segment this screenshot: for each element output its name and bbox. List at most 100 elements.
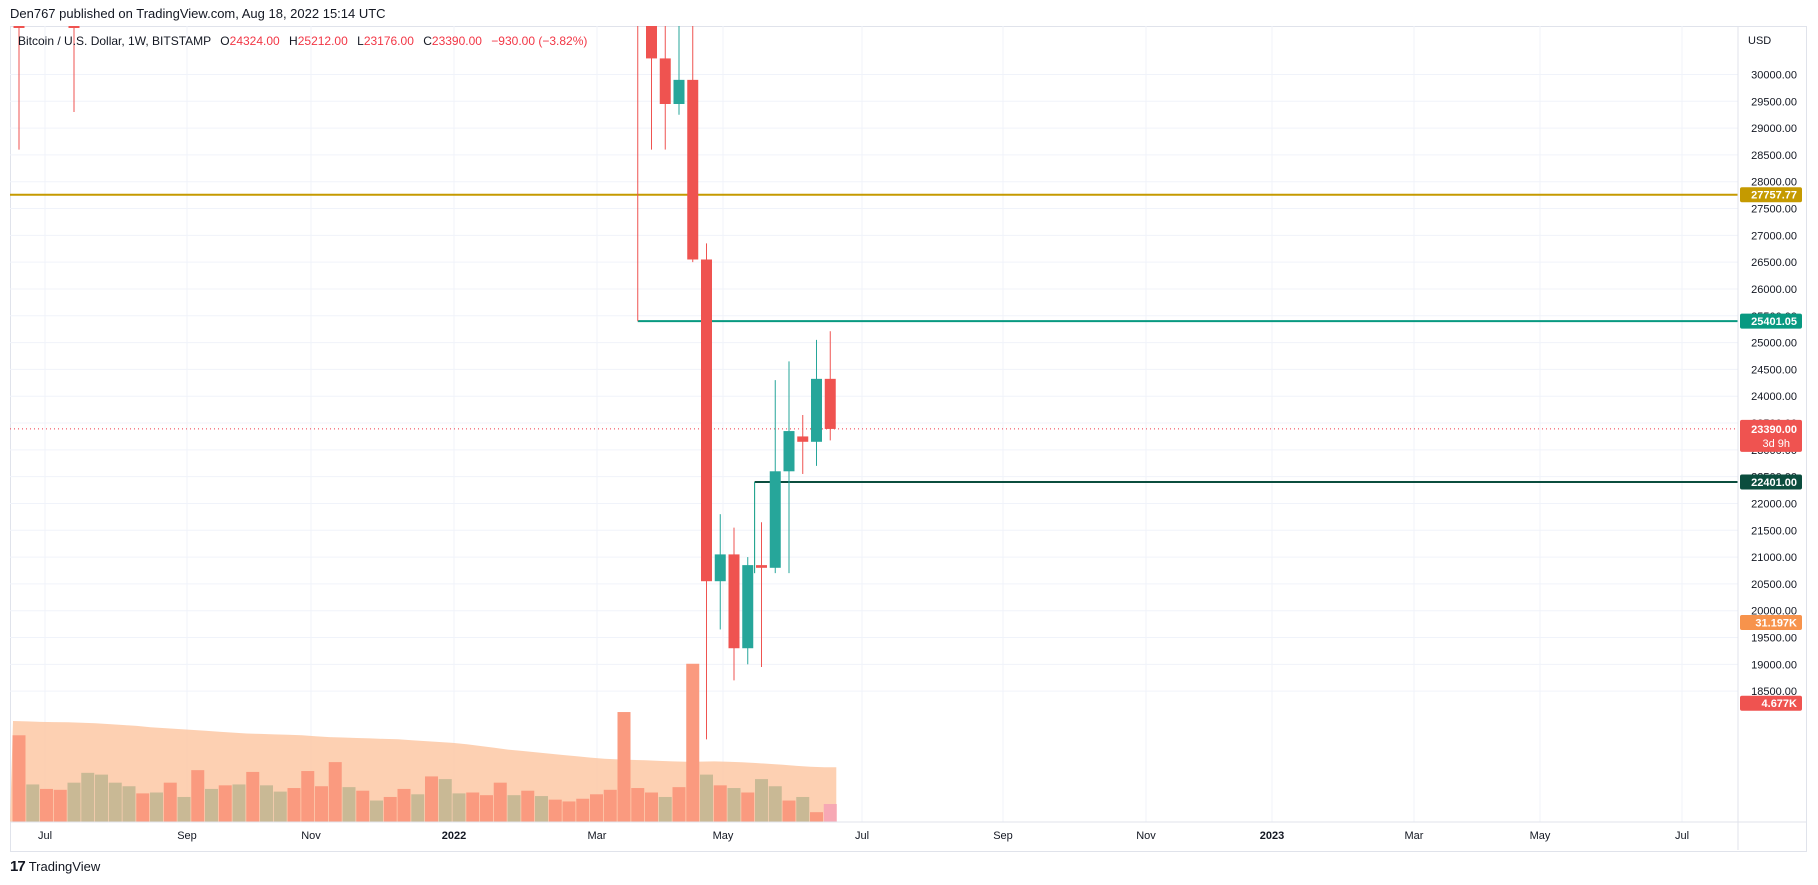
volume-bar [397, 788, 411, 822]
time-tick-label: Nov [1136, 830, 1156, 842]
volume-bar [658, 796, 672, 822]
symbol-label: Bitcoin / U.S. Dollar, 1W, BITSTAMP [18, 34, 211, 48]
candle-body [728, 554, 740, 649]
price-tick-label: 20000.00 [1751, 606, 1797, 618]
volume-ma-badge-bg [1740, 614, 1802, 630]
volume-bars [12, 663, 837, 822]
price-tick-label: 20500.00 [1751, 579, 1797, 591]
open-label: O [220, 34, 230, 48]
price-tick-label: 28000.00 [1751, 177, 1797, 189]
volume-bar [356, 790, 370, 822]
volume-bar [81, 772, 95, 822]
volume-bar [411, 794, 425, 822]
volume-bar [438, 779, 452, 822]
last-price-badge-bg [1740, 419, 1802, 452]
volume-bar [301, 771, 315, 822]
volume-ma-badge: 31.197K [1755, 617, 1797, 629]
candle-body [824, 378, 836, 429]
volume-bar [466, 792, 480, 822]
volume-bar [342, 787, 356, 822]
price-tick-label: 21000.00 [1751, 552, 1797, 564]
candle-body [646, 26, 657, 59]
price-tick-label: 30000.00 [1751, 70, 1797, 82]
price-tick-label: 29500.00 [1751, 96, 1797, 108]
price-badges: 27757.77 25401.05 22401.00 23390.00 3d 9h 31.… [1740, 187, 1802, 711]
volume-bar [507, 795, 521, 822]
volume-bar [727, 788, 741, 822]
volume-bar [218, 785, 232, 822]
price-tick-label: 26500.00 [1751, 257, 1797, 269]
candle-body [742, 565, 754, 649]
time-tick-label: May [713, 830, 734, 842]
price-tick-label: 26000.00 [1751, 284, 1797, 296]
volume-bar [122, 786, 136, 822]
chart-frame[interactable] [10, 26, 1807, 852]
volume-bar [590, 794, 603, 822]
volume-bar [163, 782, 177, 822]
time-tick-label: Jul [855, 830, 869, 842]
volume-badge-bg [1740, 695, 1802, 711]
time-axis[interactable]: Jul Sep Nov 2022 Mar May Jul Sep Nov 2023 Mar May Ju… [10, 821, 1807, 842]
volume-bar [246, 771, 260, 822]
candle-body [687, 79, 699, 260]
volume-bar [150, 792, 163, 822]
price-tick-label: 18500.00 [1751, 686, 1797, 698]
price-tick-label: 25000.00 [1751, 338, 1797, 350]
candle-body [659, 58, 671, 104]
candle-body [701, 259, 712, 582]
time-tick-label: Mar [1405, 830, 1424, 842]
change-value: −930.00 (−3.82%) [491, 34, 588, 48]
level-badge: 25401.05 [1751, 316, 1797, 328]
volume-bar [768, 786, 782, 822]
volume-bar [810, 812, 823, 822]
price-tick-label: 28500.00 [1751, 150, 1797, 162]
volume-bar [315, 786, 328, 822]
volume-bar [108, 782, 122, 822]
volume-bar [755, 779, 768, 822]
low-value: 23176.00 [363, 34, 414, 48]
volume-bar [631, 788, 645, 822]
volume-bar [232, 784, 246, 822]
volume-bar [26, 784, 40, 822]
last-price-badge: 23390.00 [1751, 424, 1797, 436]
volume-bar [95, 774, 108, 822]
candlestick-series[interactable] [13, 26, 836, 740]
volume-bar [741, 792, 755, 822]
price-tick-label: 24000.00 [1751, 391, 1797, 403]
volume-bar [67, 782, 81, 822]
level-badge-bg [1740, 313, 1802, 329]
volume-bar [686, 663, 700, 822]
volume-bar [328, 762, 342, 822]
time-tick-label: Jul [38, 830, 52, 842]
volume-bar [53, 789, 67, 822]
footer-brand[interactable]: 17 TradingView [10, 858, 100, 875]
time-tick-label: Sep [177, 830, 197, 842]
tradingview-logo-icon: 17 [10, 858, 26, 875]
candle-body [811, 378, 822, 442]
candle-body [783, 431, 795, 472]
price-tick-label: 22000.00 [1751, 498, 1797, 510]
price-tick-label: 27000.00 [1751, 230, 1797, 242]
candle-body [756, 565, 767, 568]
countdown-label: 3d 9h [1762, 438, 1790, 450]
level-badge: 22401.00 [1751, 477, 1797, 489]
close-value: 23390.00 [431, 34, 482, 48]
price-tick-label: 19500.00 [1751, 633, 1797, 645]
volume-bar [700, 774, 713, 822]
volume-bar [796, 796, 810, 822]
price-tick-label: 27500.00 [1751, 204, 1797, 216]
currency-label: USD [1748, 35, 1771, 47]
time-tick-label: Jul [1675, 830, 1689, 842]
volume-bar [548, 799, 562, 822]
candle-body [714, 554, 726, 582]
horizontal-levels[interactable] [10, 26, 1738, 574]
volume-bar [603, 789, 617, 822]
time-tick-label: May [1530, 830, 1551, 842]
volume-bar [273, 791, 287, 822]
candle-body [769, 471, 781, 568]
low-label: L [357, 34, 364, 48]
volume-bar [370, 800, 383, 822]
chart-legend: Bitcoin / U.S. Dollar, 1W, BITSTAMP O243… [18, 34, 587, 48]
level-badge-bg [1740, 474, 1802, 490]
